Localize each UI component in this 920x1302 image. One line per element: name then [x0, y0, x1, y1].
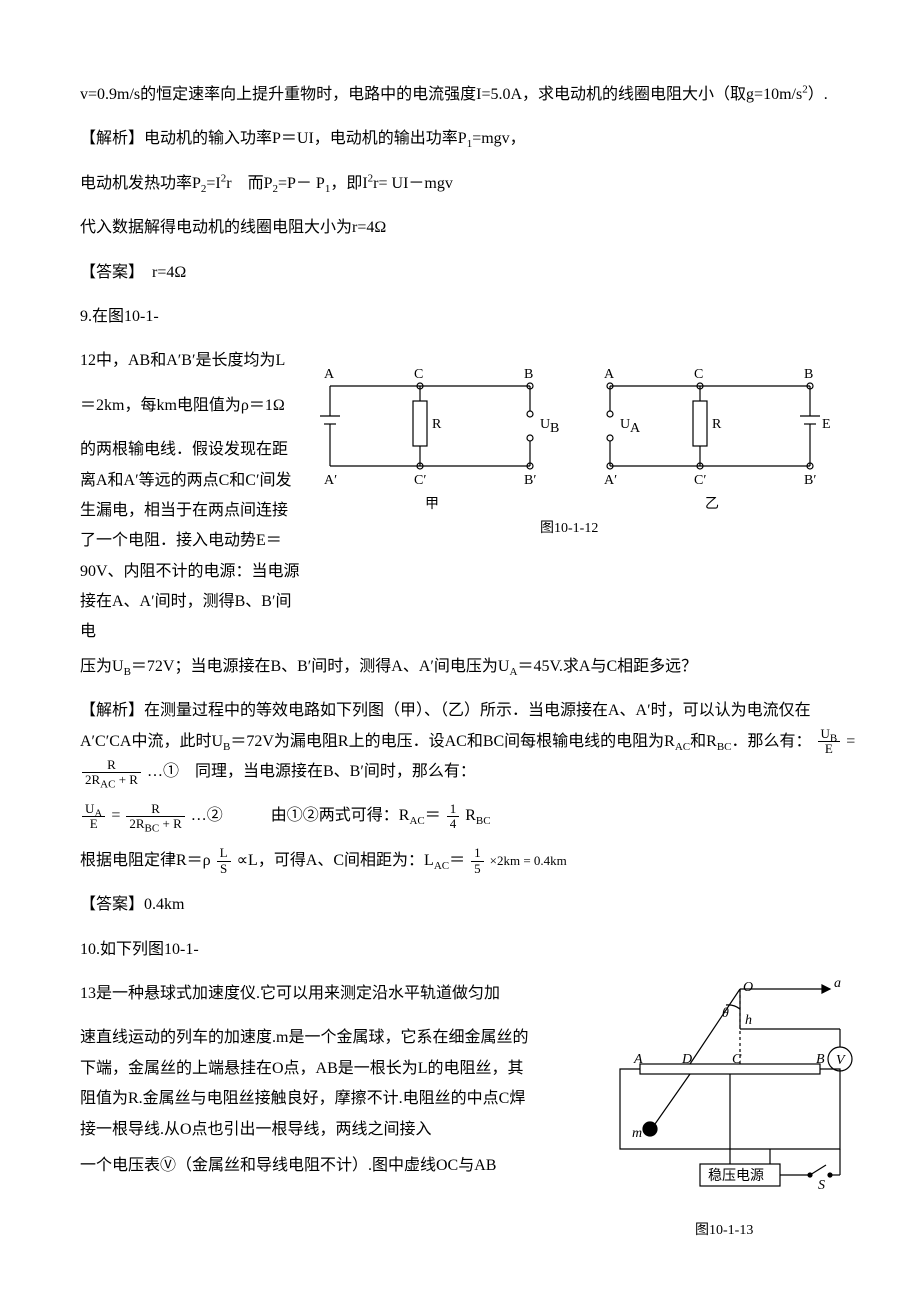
t: 【解析】电动机的输入功率P＝UI，电动机的输出功率P [80, 130, 467, 147]
para-10: 压为UB＝72V；当电源接在B、B′间时，测得A、A′间电压为UA＝45V.求A… [80, 652, 860, 682]
svg-text:B: B [816, 1052, 825, 1067]
sub: B [124, 666, 131, 678]
t: 和R [690, 733, 717, 750]
t: R [465, 807, 476, 824]
svg-text:V: V [836, 1053, 846, 1068]
t: ＝72V；当电源接在B、B′间时，测得A、A′间电压为U [131, 658, 510, 675]
t: r 而P [226, 175, 272, 192]
svg-text:A′: A′ [324, 473, 337, 488]
t: r= UI－mgv [373, 175, 453, 192]
frac-4: R 2RBC + R [126, 802, 184, 832]
svg-text:乙: 乙 [705, 496, 719, 512]
svg-text:图10-1-12: 图10-1-12 [540, 521, 598, 536]
svg-text:θ: θ [722, 1006, 729, 1021]
block-fig2: 13是一种悬球式加速度仪.它可以用来测定沿水平轨道做匀加 速直线运动的列车的加速… [80, 979, 860, 1239]
t: ＝72V为漏电阻R上的电压．设AC和BC间每根输电线的电阻为R [230, 733, 674, 750]
para-5: 【答案】 r=4Ω [80, 258, 860, 288]
frac-5: 1 4 [447, 802, 460, 832]
svg-text:C′: C′ [694, 473, 706, 488]
svg-text:D: D [681, 1052, 692, 1067]
t: ．那么有： [732, 733, 812, 750]
t: ＝45V.求A与C相距多远？ [517, 658, 697, 675]
sub: BC [717, 741, 732, 753]
t: …① 同理，当电源接在B、B′间时，那么有： [147, 763, 476, 780]
frac-3: UA E [82, 802, 105, 832]
t: 压为U [80, 658, 124, 675]
t: =P－ P [278, 175, 325, 192]
para-18: 一个电压表Ⓥ（金属丝和导线电阻不计）.图中虚线OC与AB [80, 1151, 530, 1181]
text-col: 12中，AB和A′B′是长度均为L ＝2km，每km电阻值为ρ＝1Ω 的两根输电… [80, 346, 300, 652]
svg-text:B′: B′ [804, 473, 816, 488]
para-6: 9.在图10-1- [80, 302, 860, 332]
para-12: UA E = R 2RBC + R …② 由①②两式可得：RAC＝ 1 4 RB… [80, 801, 860, 831]
svg-text:U: U [540, 417, 550, 432]
para-9: 的两根输电线．假设发现在距离A和A′等远的两点C和C′间发生漏电，相当于在两点间… [80, 435, 300, 648]
t: 电动机发热功率P [80, 175, 201, 192]
svg-text:甲: 甲 [425, 497, 439, 512]
t: =mgv， [472, 130, 525, 147]
svg-text:U: U [620, 417, 630, 432]
frac-7: 1 5 [471, 846, 484, 876]
svg-text:R: R [712, 417, 722, 432]
svg-text:A′: A′ [604, 473, 617, 488]
figure-10-1-13: O a h θ A D C B V S m 稳压电源 图10-1-13 [600, 979, 860, 1239]
para-2: 【解析】电动机的输入功率P＝UI，电动机的输出功率P1=mgv， [80, 124, 860, 154]
sub: AC [409, 816, 424, 828]
svg-text:m: m [632, 1126, 642, 1141]
para-14: 【答案】0.4km [80, 890, 860, 920]
frac-6: L S [217, 846, 231, 876]
t: ＝ [425, 807, 441, 824]
frac-1: UB E [818, 727, 841, 757]
t: …② 由①②两式可得：R [191, 807, 410, 824]
sub: BC [476, 816, 491, 828]
t: ＝ [449, 852, 465, 869]
fig-col-2: O a h θ A D C B V S m 稳压电源 图10-1-13 [540, 979, 860, 1239]
para-8: ＝2km，每km电阻值为ρ＝1Ω [80, 391, 300, 421]
svg-text:A: A [324, 367, 335, 382]
t: v=0.9m/s的恒定速率向上提升重物时，电路中的电流强度I=5.0A，求电动机… [80, 86, 802, 103]
t: 根据电阻定律R＝ρ [80, 852, 211, 869]
svg-text:B: B [550, 421, 559, 436]
svg-text:B: B [524, 367, 533, 382]
block-fig1: 12中，AB和A′B′是长度均为L ＝2km，每km电阻值为ρ＝1Ω 的两根输电… [80, 346, 860, 652]
svg-text:C: C [694, 367, 703, 382]
svg-text:h: h [745, 1013, 752, 1028]
svg-text:O: O [743, 980, 753, 995]
frac-2: R 2RAC + R [82, 758, 141, 788]
svg-text:B′: B′ [524, 473, 536, 488]
svg-text:E: E [822, 417, 830, 432]
sub: AC [675, 741, 690, 753]
para-4: 代入数据解得电动机的线圈电阻大小为r=4Ω [80, 213, 860, 243]
svg-text:稳压电源: 稳压电源 [708, 1168, 764, 1184]
svg-text:R: R [432, 417, 442, 432]
t: =I [206, 175, 220, 192]
svg-text:图10-1-13: 图10-1-13 [695, 1223, 753, 1238]
t: ，即I [330, 175, 367, 192]
para-3: 电动机发热功率P2=I2r 而P2=P－ P1，即I2r= UI－mgv [80, 169, 860, 199]
svg-text:C′: C′ [414, 473, 426, 488]
svg-text:B: B [804, 367, 813, 382]
text-col-2: 13是一种悬球式加速度仪.它可以用来测定沿水平轨道做匀加 速直线运动的列车的加速… [80, 979, 530, 1239]
fig-col: A C B A′ C′ B′ R UB A C B A′ C′ B′ R UA … [310, 346, 860, 652]
para-1: v=0.9m/s的恒定速率向上提升重物时，电路中的电流强度I=5.0A，求电动机… [80, 80, 860, 110]
para-13: 根据电阻定律R＝ρ L S ∝L，可得A、C间相距为：LAC＝ 1 5 ×2km… [80, 846, 860, 876]
figure-10-1-12: A C B A′ C′ B′ R UB A C B A′ C′ B′ R UA … [310, 346, 830, 536]
t: ×2km = 0.4km [490, 853, 567, 868]
para-17: 速直线运动的列车的加速度.m是一个金属球，它系在细金属丝的下端，金属丝的上端悬挂… [80, 1023, 530, 1145]
svg-text:a: a [834, 979, 841, 991]
svg-text:C: C [414, 367, 423, 382]
para-11: 【解析】在测量过程中的等效电路如下列图（甲）、（乙）所示．当电源接在A、A′时，… [80, 696, 860, 787]
svg-text:A: A [633, 1052, 643, 1067]
svg-text:S: S [818, 1178, 825, 1193]
svg-text:A: A [604, 367, 615, 382]
para-7: 12中，AB和A′B′是长度均为L [80, 346, 300, 376]
para-15: 10.如下列图10-1- [80, 935, 860, 965]
para-16: 13是一种悬球式加速度仪.它可以用来测定沿水平轨道做匀加 [80, 979, 530, 1009]
t: ）. [808, 86, 828, 103]
svg-text:A: A [630, 421, 641, 436]
svg-text:C: C [732, 1052, 742, 1067]
t: ∝L，可得A、C间相距为：L [237, 852, 434, 869]
sub: AC [434, 860, 449, 872]
